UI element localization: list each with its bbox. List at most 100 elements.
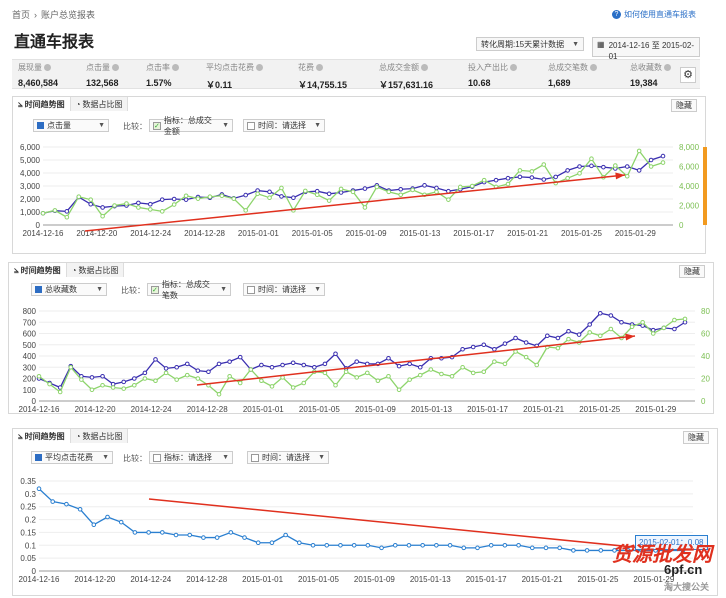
time-checkbox[interactable]: [247, 121, 255, 130]
panel-tabs: ⦥ 时间趋势图 ◔ 数据占比图: [13, 97, 129, 111]
data-point: [163, 366, 169, 371]
gear-icon[interactable]: ⚙: [680, 67, 696, 83]
compare-checkbox[interactable]: [153, 453, 161, 462]
y-tick-label: 0.25: [20, 503, 36, 512]
pie-icon: ◔: [75, 431, 81, 441]
compare-select[interactable]: ✓ 指标：总成交笔数 ▼: [147, 280, 231, 300]
data-point: [608, 326, 614, 332]
metric-select[interactable]: 平均点击花费 ▼: [31, 451, 113, 464]
data-point: [672, 326, 677, 332]
data-point: [434, 542, 439, 548]
data-point: [105, 514, 110, 520]
compare-checkbox[interactable]: ✓: [151, 285, 159, 294]
data-point: [661, 325, 667, 331]
data-point: [362, 205, 368, 210]
data-point: [502, 361, 508, 367]
compare-select[interactable]: ✓ 指标：总成交金额 ▼: [149, 116, 233, 136]
data-point: [136, 200, 141, 206]
stat-value: 1,689: [548, 78, 571, 88]
data-point: [350, 189, 356, 195]
info-icon: [44, 64, 51, 72]
chevron-down-icon: ▼: [318, 454, 325, 461]
y-tick-label: 600: [23, 330, 37, 339]
compare-checkbox[interactable]: ✓: [153, 121, 161, 130]
x-tick-label: 2015-01-01: [238, 229, 279, 238]
hide-button[interactable]: 隐藏: [683, 431, 709, 444]
date-range-picker[interactable]: ▦ 2014-12-16 至 2015-02-01: [592, 37, 700, 61]
watermark-site: 6pf.cn: [664, 562, 703, 577]
data-point: [447, 542, 453, 548]
chevron-down-icon: ▼: [222, 122, 229, 129]
data-point: [629, 324, 635, 330]
data-point: [379, 545, 384, 551]
tab-share[interactable]: ◔ 数据占比图: [70, 429, 129, 443]
time-checkbox[interactable]: [251, 453, 259, 462]
x-tick-label: 2015-01-29: [633, 575, 674, 584]
info-icon: [664, 64, 671, 72]
data-point: [112, 203, 117, 208]
data-point: [110, 385, 116, 390]
data-point: [553, 174, 558, 180]
tab-share[interactable]: ◔ 数据占比图: [70, 97, 129, 111]
data-point: [195, 368, 201, 373]
breadcrumb: 首页 › 账户总览报表: [12, 8, 95, 21]
data-point: [159, 197, 165, 202]
data-point: [142, 376, 148, 381]
tab-share[interactable]: ◔ 数据占比图: [66, 263, 125, 277]
hide-button[interactable]: 隐藏: [671, 99, 697, 112]
data-point: [589, 163, 594, 169]
data-point: [228, 530, 234, 535]
help-link[interactable]: ? 如何使用直通车报表: [612, 9, 696, 20]
data-point: [79, 377, 84, 382]
tab-trend[interactable]: ⦥ 时间趋势图: [13, 429, 71, 443]
y-tick-label: 2,000: [20, 195, 41, 204]
chevron-down-icon: ▼: [96, 286, 103, 293]
data-point: [566, 328, 571, 334]
series-line-0: [42, 155, 664, 214]
x-tick-label: 2015-01-09: [354, 575, 395, 584]
data-point: [365, 542, 371, 548]
tab-trend[interactable]: ⦥ 时间趋势图: [9, 263, 67, 277]
data-point: [502, 542, 508, 548]
data-point: [446, 197, 451, 202]
time-checkbox[interactable]: [247, 285, 255, 294]
time-select[interactable]: 时间：请选择 ▼: [243, 283, 325, 296]
data-point: [566, 336, 571, 342]
x-tick-label: 2015-01-17: [466, 575, 507, 584]
tab-trend[interactable]: ⦥ 时间趋势图: [13, 97, 71, 111]
data-point: [187, 532, 193, 538]
hide-button[interactable]: 隐藏: [679, 265, 705, 278]
time-select[interactable]: 时间：请选择 ▼: [243, 119, 325, 132]
data-point: [410, 187, 415, 193]
data-point: [326, 191, 332, 197]
y2-tick-label: 2,000: [679, 202, 700, 211]
page-title: 直通车报表: [14, 34, 95, 51]
data-point: [100, 382, 105, 388]
data-point: [601, 164, 606, 170]
data-point: [577, 171, 582, 176]
data-point: [407, 377, 412, 382]
y-tick-label: 800: [23, 307, 37, 316]
data-point: [47, 381, 52, 387]
data-point: [386, 355, 391, 361]
chevron-down-icon: ▼: [102, 454, 109, 461]
data-point: [216, 361, 222, 367]
data-point: [407, 361, 412, 367]
metric-select[interactable]: 总收藏数 ▼: [31, 283, 107, 296]
y2-tick-label: 80: [701, 307, 710, 316]
time-select[interactable]: 时间：请选择 ▼: [247, 451, 329, 464]
metric-select[interactable]: 点击量 ▼: [33, 119, 109, 132]
stat-label: 平均点击花费: [206, 62, 263, 73]
data-point: [146, 530, 151, 535]
data-point: [354, 375, 360, 380]
data-point: [516, 542, 521, 548]
breadcrumb-home[interactable]: 首页: [12, 10, 31, 20]
compare-select[interactable]: 指标：请选择 ▼: [149, 451, 233, 464]
conversion-select[interactable]: 转化周期:15天累计数据 ▼: [476, 37, 584, 51]
data-point: [420, 542, 425, 548]
watermark-footer: 淘大搜公关: [664, 582, 710, 592]
breadcrumb-current: 账户总览报表: [41, 10, 96, 20]
data-point: [290, 360, 296, 366]
chevron-down-icon: ▼: [222, 454, 229, 461]
